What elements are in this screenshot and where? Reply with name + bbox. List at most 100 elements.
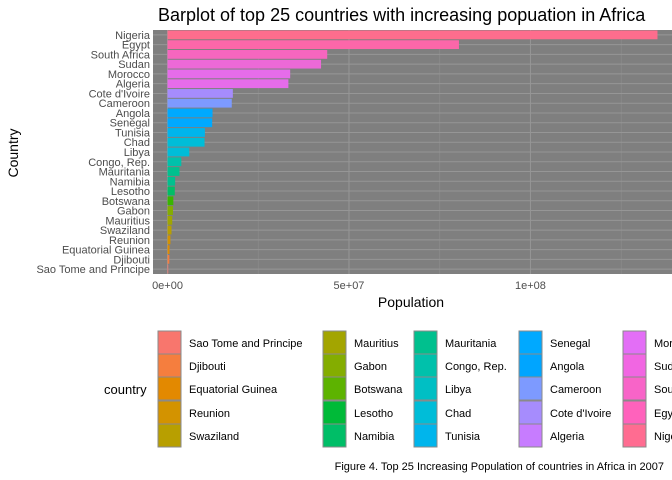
y-tick-label: Angola — [116, 108, 151, 120]
legend-label: Libya — [445, 384, 472, 396]
bar — [167, 186, 175, 196]
y-tick-label: Cameroon — [99, 98, 150, 110]
legend-label: Gabon — [354, 361, 387, 373]
legend-swatch — [157, 376, 182, 401]
x-axis-label: Population — [378, 294, 444, 310]
legend-label: Reunion — [189, 408, 230, 420]
bar — [167, 225, 172, 235]
bar — [167, 79, 289, 89]
bar — [167, 215, 173, 225]
legend-label: Cote d'Ivoire — [550, 408, 611, 420]
legend-swatch — [157, 400, 182, 425]
y-tick-label: Lesotho — [111, 186, 150, 198]
y-tick-label: Chad — [124, 137, 150, 149]
legend-label: Lesotho — [354, 408, 393, 420]
bar — [167, 40, 459, 50]
legend-swatch — [622, 353, 647, 378]
legend-swatch — [518, 400, 543, 425]
legend-label: Djibouti — [189, 361, 226, 373]
legend-label: Mauritania — [445, 338, 497, 350]
bar — [167, 176, 176, 186]
legend-label: Congo, Rep. — [445, 361, 507, 373]
y-tick-label: Sudan — [118, 59, 150, 71]
bar — [167, 118, 213, 128]
y-tick-label: Egypt — [122, 40, 150, 52]
y-tick-label: Namibia — [110, 176, 151, 188]
y-tick-label: Gabon — [117, 206, 150, 218]
legend-label: Tunisia — [445, 431, 481, 443]
legend-swatch — [157, 330, 182, 355]
y-tick-label: Swaziland — [100, 225, 150, 237]
bar — [167, 254, 170, 264]
bar — [167, 196, 174, 206]
bar — [167, 157, 182, 167]
figure-caption: Figure 4. Top 25 Increasing Population o… — [335, 461, 664, 473]
x-tick-label: 5e+07 — [334, 280, 365, 292]
legend-label: Nigeria — [654, 431, 672, 443]
bar — [167, 98, 232, 108]
legend-label: Sao Tome and Principe — [189, 338, 303, 350]
bar — [167, 245, 170, 254]
y-axis-label: Country — [5, 128, 21, 177]
legend-label: Sudan — [654, 361, 672, 373]
legend-swatch — [518, 423, 543, 448]
y-tick-label: Reunion — [109, 235, 150, 247]
y-tick-label: Algeria — [116, 79, 151, 91]
legend-label: Botswana — [354, 384, 403, 396]
legend-label: Angola — [550, 361, 585, 373]
legend-swatch — [518, 353, 543, 378]
legend-label: Cameroon — [550, 384, 601, 396]
chart-title: Barplot of top 25 countries with increas… — [158, 5, 646, 25]
legend-label: Egypt — [654, 408, 672, 420]
y-tick-label: Congo, Rep. — [88, 157, 150, 169]
legend-swatch — [322, 423, 347, 448]
bar — [167, 30, 658, 40]
legend-swatch — [322, 400, 347, 425]
x-tick-label: 1e+08 — [515, 280, 546, 292]
legend-label: Mauritius — [354, 338, 399, 350]
bar — [167, 264, 169, 274]
legend-swatch — [157, 353, 182, 378]
legend-swatch — [622, 400, 647, 425]
legend-swatch — [518, 376, 543, 401]
legend-label: Morocco — [654, 338, 672, 350]
legend-label: Senegal — [550, 338, 590, 350]
y-tick-label: Botswana — [102, 196, 151, 208]
legend-swatch — [413, 330, 438, 355]
y-tick-label: South Africa — [91, 49, 151, 61]
bar — [167, 206, 173, 215]
legend-label: South Africa — [654, 384, 672, 396]
x-tick-label: 0e+00 — [152, 280, 183, 292]
legend-label: Chad — [445, 408, 471, 420]
legend-swatch — [622, 330, 647, 355]
y-tick-label: Cote d'Ivoire — [89, 88, 150, 100]
legend-swatch — [322, 353, 347, 378]
y-tick-label: Mauritania — [99, 167, 151, 179]
legend-swatch — [413, 353, 438, 378]
y-tick-label: Tunisia — [115, 127, 151, 139]
bar — [167, 137, 205, 147]
legend-swatch — [322, 376, 347, 401]
legend-label: Namibia — [354, 431, 395, 443]
bar — [167, 128, 205, 137]
legend-swatch — [622, 376, 647, 401]
legend-swatch — [413, 376, 438, 401]
legend-swatch — [157, 423, 182, 448]
bar — [167, 89, 233, 98]
y-tick-label: Djibouti — [113, 254, 150, 266]
bar — [167, 69, 291, 79]
legend-label: Equatorial Guinea — [189, 384, 278, 396]
legend-swatch — [622, 423, 647, 448]
y-tick-label: Mauritius — [105, 215, 150, 227]
legend-swatch — [518, 330, 543, 355]
y-tick-label: Morocco — [108, 69, 150, 81]
y-tick-label: Sao Tome and Principe — [36, 264, 150, 276]
legend-title: country — [104, 382, 147, 397]
y-tick-label: Senegal — [110, 118, 150, 130]
y-tick-label: Libya — [124, 147, 151, 159]
legend: Sao Tome and Principe Djibouti Equatorial … — [157, 330, 672, 448]
legend-swatch — [413, 400, 438, 425]
legend-label: Swaziland — [189, 431, 239, 443]
bar — [167, 59, 322, 69]
